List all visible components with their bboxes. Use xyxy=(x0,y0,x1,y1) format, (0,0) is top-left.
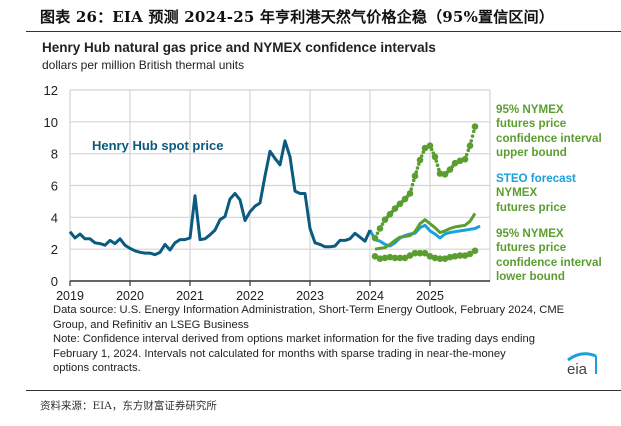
upper-bound-dot xyxy=(410,182,415,187)
upper-bound-dot xyxy=(466,148,471,153)
lower-bound-point xyxy=(426,253,434,260)
upper-bound-point xyxy=(411,172,419,180)
upper-bound-point xyxy=(456,157,464,165)
upper-bound-point xyxy=(406,190,414,197)
legend-lower-bound: 95% NYMEX futures price confidence inter… xyxy=(496,227,602,285)
legend-nymex-line-1: NYMEX xyxy=(496,186,538,200)
eia-logo: eia xyxy=(567,352,597,376)
upper-bound-dot xyxy=(429,147,434,152)
lower-bound-point xyxy=(371,253,379,260)
lower-bound-point xyxy=(406,252,414,259)
upper-bound-point xyxy=(376,225,384,232)
lower-bound-point xyxy=(421,249,429,257)
chart-title: Henry Hub natural gas price and NYMEX co… xyxy=(42,40,436,55)
upper-bound-dot xyxy=(409,187,414,191)
upper-bound-point xyxy=(466,142,474,150)
upper-bound-dot xyxy=(411,178,416,183)
lower-bound-point xyxy=(446,253,454,261)
legend-upper-line-3: confidence interval xyxy=(496,131,602,145)
legend-nymex-line-2: futures price xyxy=(496,200,567,214)
steo-forecast-line xyxy=(368,223,481,248)
y-tick-label: 0 xyxy=(51,274,58,289)
lower-bound-point xyxy=(461,252,469,259)
y-tick-label: 8 xyxy=(51,147,58,162)
upper-bound-dot xyxy=(464,152,469,157)
eia-logo-text: eia xyxy=(567,361,588,376)
lower-bound-point xyxy=(386,253,394,261)
lower-bound-point xyxy=(376,255,384,263)
legend-upper-line-2: futures price xyxy=(496,117,567,131)
eia-logo-swoosh-icon xyxy=(567,352,597,362)
legend-forecast: STEO forecast NYMEX futures price xyxy=(496,172,576,215)
axes xyxy=(69,280,490,286)
upper-bound-dot xyxy=(471,129,476,134)
footnote: Note: Confidence interval derived from o… xyxy=(53,333,535,374)
lower-bound-point xyxy=(396,254,404,262)
upper-bound-dot xyxy=(435,163,440,168)
bottom-divider xyxy=(26,390,621,391)
source-text: 资料来源：EIA，东方财富证券研究所 xyxy=(40,400,217,412)
lower-bound-point xyxy=(416,249,424,257)
lower-bound-point xyxy=(441,255,449,263)
legend-upper-line-1: 95% NYMEX xyxy=(496,103,564,116)
upper-bound-point xyxy=(471,123,479,130)
lower-bound-point xyxy=(456,252,464,259)
upper-bound-point xyxy=(461,155,469,163)
upper-bound-dot xyxy=(434,159,439,163)
upper-bound-dot xyxy=(470,134,475,138)
upper-bound-dot xyxy=(419,154,424,158)
legend-steo-forecast: STEO forecast xyxy=(496,172,576,185)
lower-bound-point xyxy=(381,254,389,262)
upper-bound-point xyxy=(416,156,424,164)
legend-lower-line-1: 95% NYMEX xyxy=(496,227,564,240)
chart-subtitle: dollars per million British thermal unit… xyxy=(42,58,245,72)
series xyxy=(68,123,481,263)
upper-bound-dot xyxy=(414,170,419,174)
y-tick-label: 4 xyxy=(51,210,58,225)
x-tick-label: 2020 xyxy=(116,289,144,303)
y-tick-label: 2 xyxy=(51,242,58,257)
legend-lower-line-3: confidence interval xyxy=(496,255,602,269)
x-tick-label: 2019 xyxy=(56,289,84,303)
x-tick-label: 2022 xyxy=(236,289,264,303)
grid-lines xyxy=(69,89,491,281)
lower-bound-point xyxy=(451,253,459,260)
upper-bound-dot xyxy=(469,139,474,143)
upper-bound-dot xyxy=(415,166,420,170)
upper-bound-dot xyxy=(380,222,385,226)
upper-bound-point xyxy=(436,170,444,177)
spot-price-label: Henry Hub spot price xyxy=(92,138,223,153)
upper-bound-point xyxy=(431,153,439,161)
y-tick-label: 10 xyxy=(44,115,58,130)
lower-bound-point xyxy=(466,250,474,258)
x-tick-label: 2025 xyxy=(416,289,444,303)
henry-hub-spot-line xyxy=(68,139,372,257)
legend-upper-line-4: upper bound xyxy=(496,146,567,160)
tick-labels: 0 2 4 6 8 10 12 2019 2020 2021 2022 2023 2024 2025 xyxy=(44,83,444,303)
lower-bound-point xyxy=(431,254,439,262)
y-tick-label: 6 xyxy=(51,179,58,194)
x-tick-label: 2021 xyxy=(176,289,204,303)
legend-upper-bound: 95% NYMEX futures price confidence inter… xyxy=(496,103,602,161)
x-tick-label: 2023 xyxy=(296,289,324,303)
lower-bound-point xyxy=(411,249,419,257)
lower-bound-point xyxy=(401,254,409,262)
lower-bound-point xyxy=(471,247,479,255)
nymex-futures-line xyxy=(374,212,477,251)
legend-lower-line-4: lower bound xyxy=(496,270,565,284)
top-divider xyxy=(26,31,621,32)
lower-bound-point xyxy=(391,254,399,262)
upper-bound-point xyxy=(426,142,434,150)
legend-lower-line-2: futures price xyxy=(496,241,567,255)
lower-bound-point xyxy=(436,255,444,263)
y-tick-label: 12 xyxy=(44,83,58,98)
x-tick-label: 2024 xyxy=(356,289,384,303)
figure-title: 图表 26：EIA 预测 2024-25 年亨利港天然气价格企稳（95%置信区间… xyxy=(40,8,555,26)
upper-bound-point xyxy=(451,159,459,167)
data-source-note: Data source: U.S. Energy Information Adm… xyxy=(53,304,565,331)
upper-bound-point xyxy=(371,234,379,242)
upper-bound-point xyxy=(421,144,429,152)
upper-bound-dot xyxy=(375,231,380,236)
